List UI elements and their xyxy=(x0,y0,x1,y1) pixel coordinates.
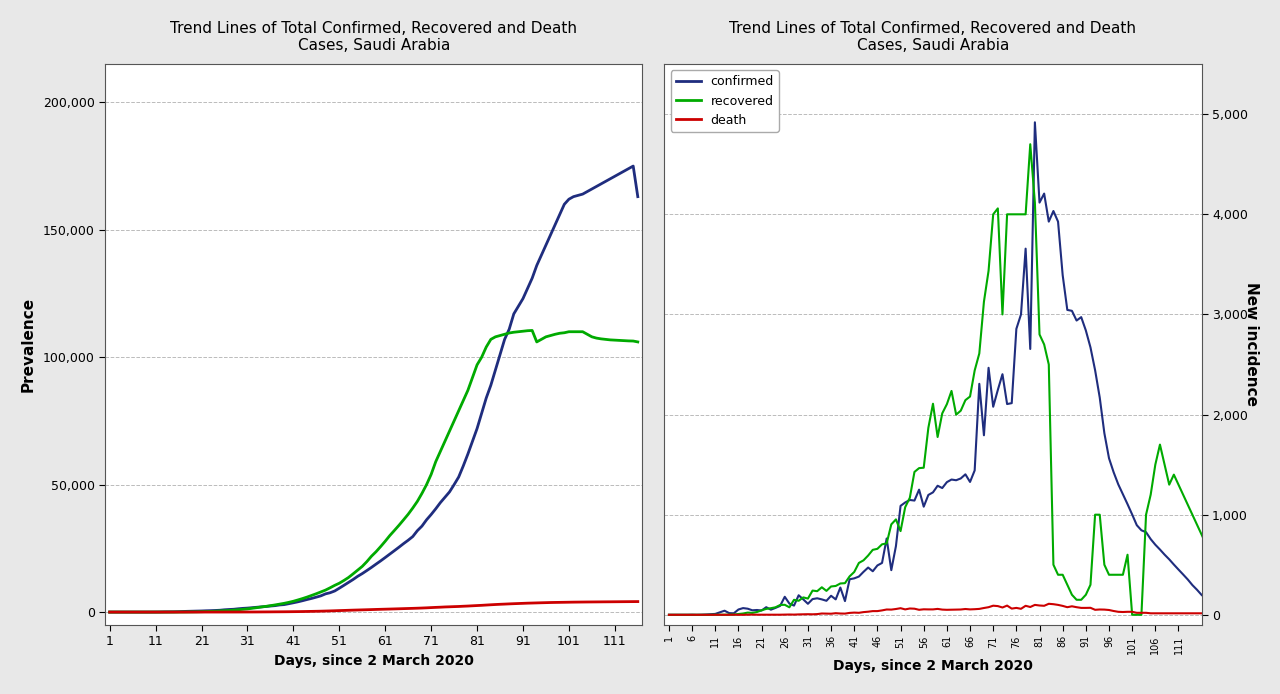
Legend: confirmed, recovered, death: confirmed, recovered, death xyxy=(671,70,778,132)
Y-axis label: Prevalence: Prevalence xyxy=(20,297,36,392)
Title: Trend Lines of Total Confirmed, Recovered and Death
Cases, Saudi Arabia: Trend Lines of Total Confirmed, Recovere… xyxy=(170,21,577,53)
Title: Trend Lines of Total Confirmed, Recovered and Death
Cases, Saudi Arabia: Trend Lines of Total Confirmed, Recovere… xyxy=(730,21,1137,53)
Y-axis label: New incidence: New incidence xyxy=(1244,282,1260,407)
X-axis label: Days, since 2 March 2020: Days, since 2 March 2020 xyxy=(833,659,1033,673)
X-axis label: Days, since 2 March 2020: Days, since 2 March 2020 xyxy=(274,654,474,668)
